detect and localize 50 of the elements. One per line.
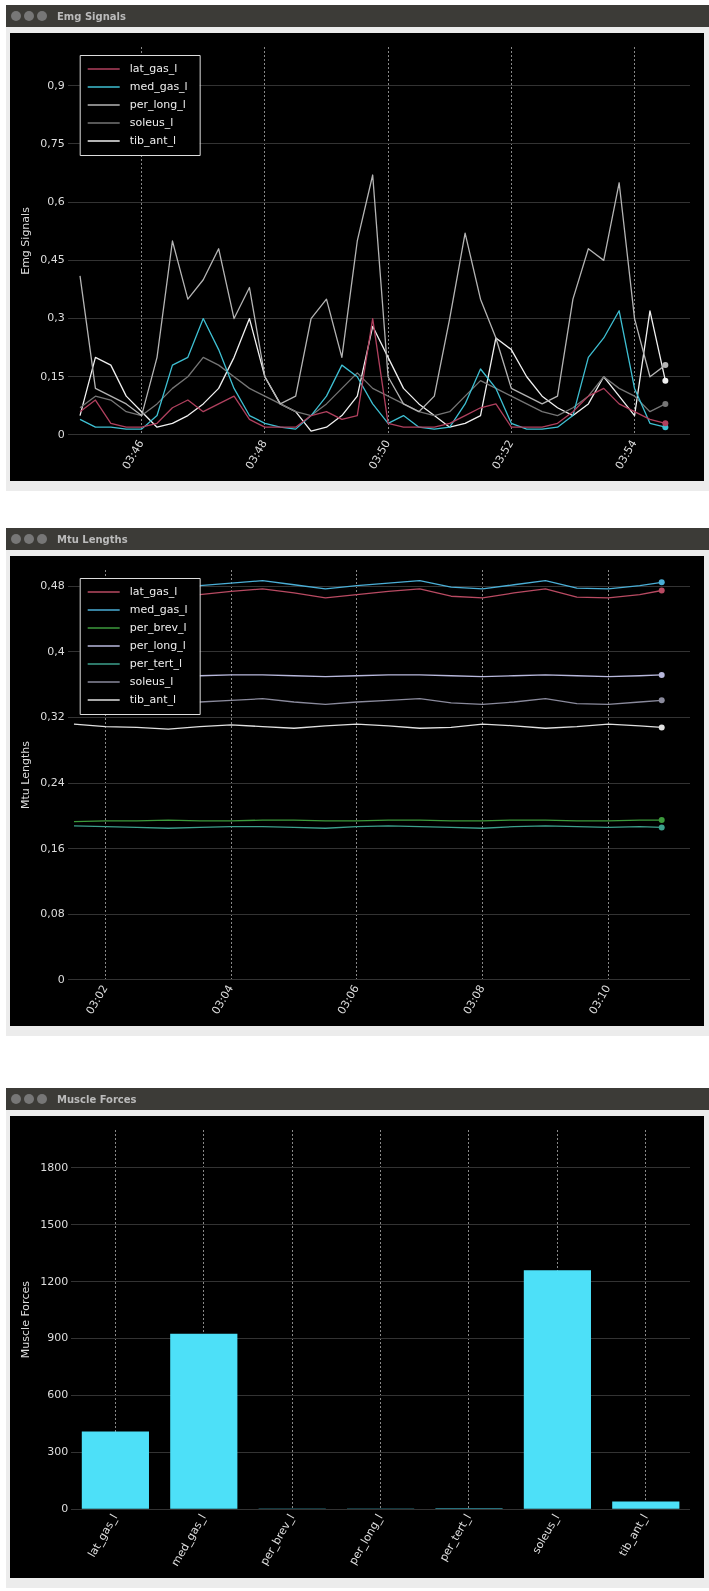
point <box>658 587 665 594</box>
legend-label: med_gas_l <box>129 79 188 93</box>
y-tick-label: 0,08 <box>40 907 65 921</box>
y-tick-label: 1200 <box>40 1274 69 1288</box>
bar <box>81 1431 149 1509</box>
bar <box>612 1501 680 1509</box>
y-tick-label: 0,9 <box>47 78 65 92</box>
y-axis-title: Mtu Lengths <box>19 740 33 809</box>
legend-label: med_gas_l <box>129 602 188 616</box>
point <box>658 817 665 824</box>
y-tick-label: 0,4 <box>47 644 65 658</box>
y-tick-label: 0,48 <box>40 579 65 593</box>
point <box>658 724 665 731</box>
point <box>658 697 665 704</box>
y-tick-label: 0,16 <box>40 841 65 855</box>
y-tick-label: 600 <box>47 1388 69 1402</box>
legend-label: soleus_l <box>129 674 174 688</box>
legend-label: soleus_l <box>129 115 174 129</box>
point <box>658 824 665 831</box>
chart-title: Mtu Lengths <box>57 533 128 545</box>
chart-title: Emg Signals <box>57 10 126 22</box>
legend-label: lat_gas_l <box>129 584 178 598</box>
bar <box>523 1270 591 1509</box>
point <box>658 671 665 678</box>
chart-title: Muscle Forces <box>57 1093 137 1105</box>
y-tick-label: 900 <box>47 1331 69 1345</box>
y-tick-label: 300 <box>47 1445 69 1459</box>
legend-label: per_long_l <box>129 638 186 652</box>
y-tick-label: 0,32 <box>40 710 65 724</box>
legend-label: lat_gas_l <box>129 61 178 75</box>
legend-label: tib_ant_l <box>129 692 177 706</box>
y-tick-label: 0,24 <box>40 776 65 790</box>
y-tick-label: 0,45 <box>40 253 65 267</box>
y-tick-label: 1800 <box>40 1160 69 1174</box>
y-tick-label: 1500 <box>40 1217 69 1231</box>
legend-label: per_brev_l <box>129 620 187 634</box>
y-tick-label: 0,15 <box>40 369 65 383</box>
bar <box>170 1333 238 1509</box>
y-tick-label: 0 <box>57 427 65 441</box>
legend-label: per_tert_l <box>129 656 182 670</box>
legend-label: tib_ant_l <box>129 133 177 147</box>
y-tick-label: 0,75 <box>40 136 65 150</box>
y-tick-label: 0,6 <box>47 195 65 209</box>
y-tick-label: 0 <box>61 1502 69 1516</box>
point <box>658 579 665 586</box>
y-tick-label: 0,3 <box>47 311 65 325</box>
y-axis-title: Emg Signals <box>19 206 33 275</box>
y-axis-title: Muscle Forces <box>19 1280 33 1359</box>
y-tick-label: 0 <box>57 972 65 986</box>
legend-label: per_long_l <box>129 97 186 111</box>
